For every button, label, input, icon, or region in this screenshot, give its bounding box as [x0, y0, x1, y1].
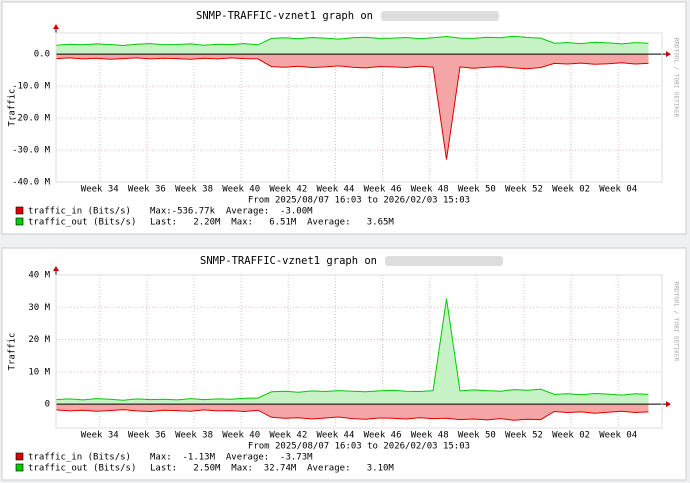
series-line	[55, 298, 649, 401]
x-tick-label: Week 42	[269, 431, 307, 441]
series-line	[55, 409, 649, 421]
y-tick-label: 0	[45, 400, 50, 410]
series-area	[56, 36, 649, 55]
legend-stats: Max: -1.13M Average: -3.73M	[150, 453, 313, 463]
legend-swatch	[15, 463, 24, 472]
x-tick-label: Week 04	[599, 185, 637, 195]
y-axis-label: Traffic	[8, 89, 18, 127]
x-tick-label: Week 02	[552, 431, 590, 441]
blurred-host	[385, 256, 504, 266]
x-tick-label: Week 34	[81, 185, 119, 195]
series-line	[55, 57, 649, 160]
axis-arrow	[53, 24, 59, 29]
y-tick-label: 30 M	[28, 303, 50, 313]
panel	[1, 247, 687, 481]
x-tick-label: Week 52	[505, 185, 543, 195]
blurred-host	[381, 11, 500, 21]
legend-label: traffic_out (Bits/s)	[28, 218, 136, 228]
y-axis-label: Traffic	[8, 333, 18, 371]
x-tick-label: Week 40	[222, 431, 260, 441]
axis-arrow	[666, 51, 671, 58]
x-tick-label: Week 48	[411, 431, 449, 441]
y-tick-label: -20.0 M	[12, 114, 51, 124]
y-tick-label: -40.0 M	[12, 178, 51, 188]
x-tick-label: Week 46	[364, 185, 402, 195]
legend-stats: Max:-536.77k Average: -3.00M	[150, 207, 313, 217]
chart-title: SNMP-TRAFFIC-vznet1 graph on	[200, 255, 377, 267]
x-axis-label: From 2025/08/07 16:03 to 2026/02/03 15:0…	[248, 196, 470, 206]
x-tick-label: Week 40	[222, 185, 260, 195]
x-tick-label: Week 36	[128, 431, 166, 441]
axis-arrow	[666, 401, 671, 408]
legend-swatch	[15, 206, 24, 215]
y-tick-label: 0.0	[34, 50, 50, 60]
legend-swatch	[15, 452, 24, 461]
x-axis-label: From 2025/08/07 16:03 to 2026/02/03 15:0…	[248, 442, 470, 452]
legend-swatch	[15, 217, 24, 226]
axis-arrow	[53, 266, 59, 271]
legend-stats: Last: 2.20M Max: 6.51M Average: 3.65M	[150, 218, 394, 228]
x-tick-label: Week 48	[411, 185, 449, 195]
x-tick-label: Week 36	[128, 185, 166, 195]
x-tick-label: Week 38	[175, 431, 213, 441]
x-tick-label: Week 38	[175, 185, 213, 195]
series-area	[56, 404, 649, 421]
y-tick-label: -10.0 M	[12, 82, 51, 92]
x-tick-label: Week 50	[458, 431, 496, 441]
y-tick-label: 20 M	[28, 335, 50, 345]
watermark: RRDTOOL / TOBI OETIKER	[673, 282, 680, 362]
legend-label: traffic_in (Bits/s)	[28, 453, 131, 463]
x-tick-label: Week 50	[458, 185, 496, 195]
x-tick-label: Week 34	[81, 431, 119, 441]
x-tick-label: Week 02	[552, 185, 590, 195]
chart-title: SNMP-TRAFFIC-vznet1 graph on	[196, 10, 373, 22]
x-tick-label: Week 04	[599, 431, 637, 441]
series-line	[55, 35, 649, 47]
legend-label: traffic_in (Bits/s)	[28, 207, 131, 217]
y-tick-label: -30.0 M	[12, 146, 51, 156]
legend-label: traffic_out (Bits/s)	[28, 464, 136, 474]
y-tick-label: 10 M	[28, 367, 50, 377]
plot-frame	[55, 274, 663, 429]
x-tick-label: Week 52	[505, 431, 543, 441]
x-tick-label: Week 42	[269, 185, 307, 195]
watermark: RRDTOOL / TOBI OETIKER	[673, 38, 680, 118]
plot-frame	[55, 32, 663, 183]
y-tick-label: 40 M	[28, 271, 50, 281]
x-tick-label: Week 44	[316, 185, 354, 195]
x-tick-label: Week 46	[364, 431, 402, 441]
legend-stats: Last: 2.50M Max: 32.74M Average: 3.10M	[150, 464, 394, 474]
x-tick-label: Week 44	[316, 431, 354, 441]
